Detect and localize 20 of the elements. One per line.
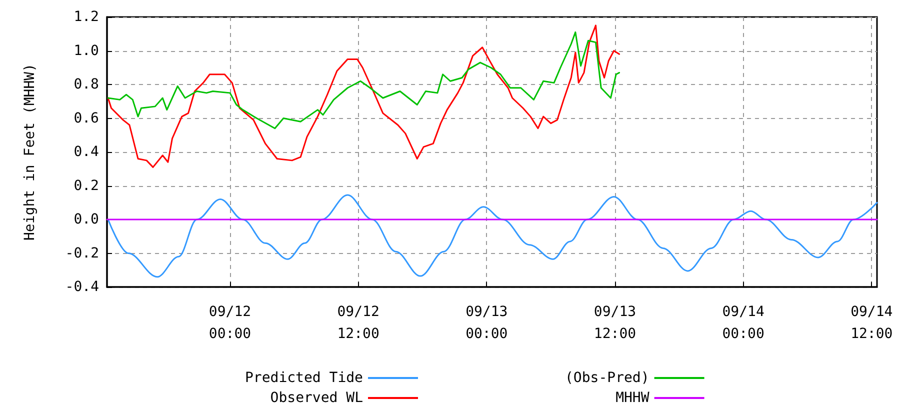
y-tick-label: 0.0 — [74, 212, 99, 228]
y-tick-label: -0.4 — [65, 279, 99, 295]
y-tick-label: 1.2 — [74, 9, 99, 25]
legend-label: (Obs-Pred) — [564, 370, 650, 386]
x-tick-label: 09/13 12:00 — [594, 304, 636, 342]
legend-label: Observed WL — [270, 390, 363, 406]
x-tick-label: 09/14 00:00 — [722, 304, 764, 342]
legend-label: MHHW — [616, 390, 650, 406]
x-tick-label: 09/13 00:00 — [466, 304, 508, 342]
y-tick-label: -0.2 — [65, 245, 99, 262]
y-axis-title: Height in Feet (MHHW) — [22, 63, 38, 241]
y-tick-label: 0.6 — [74, 110, 99, 126]
y-tick-label: 1.0 — [74, 42, 99, 59]
legend-label: Predicted Tide — [244, 370, 363, 386]
y-tick-label: 0.4 — [74, 144, 99, 160]
x-tick-label: 09/14 12:00 — [850, 304, 893, 342]
y-tick-label: 0.8 — [74, 76, 99, 92]
y-tick-label: 0.2 — [74, 178, 99, 194]
x-tick-label: 09/12 00:00 — [208, 304, 252, 342]
x-tick-label: 09/12 12:00 — [337, 304, 380, 342]
